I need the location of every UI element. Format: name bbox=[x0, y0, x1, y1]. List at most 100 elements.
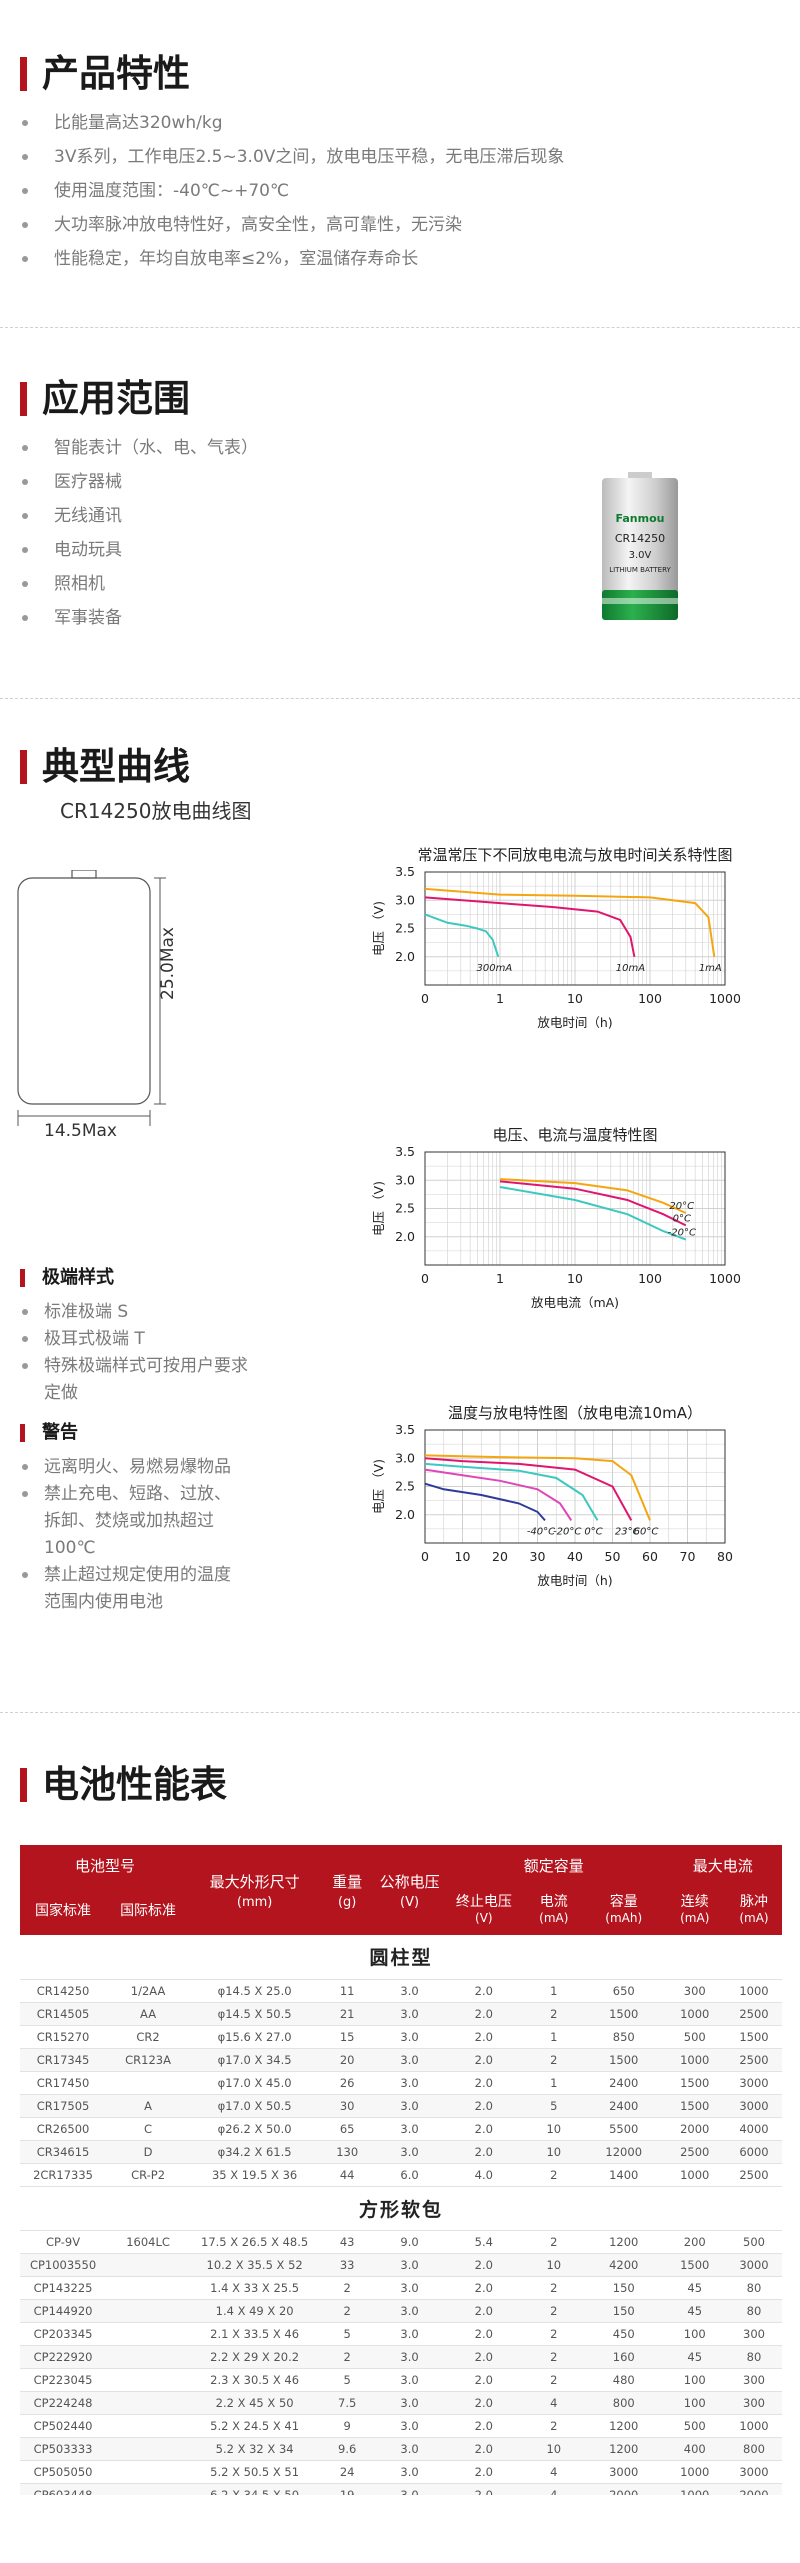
table-cell: 15 bbox=[319, 2025, 376, 2049]
table-cell: 1500 bbox=[583, 2048, 664, 2072]
x-tick-label: 70 bbox=[680, 1549, 696, 1564]
table-row: CP143225 1.4 X 33 X 25.5 2 3.0 2.0 2 150 45 80 bbox=[20, 2276, 782, 2300]
x-axis-label: 放电时间（h) bbox=[537, 1015, 612, 1030]
table-cell: 500 bbox=[725, 2230, 782, 2254]
th-capacity: 额定容量 bbox=[444, 1845, 664, 1885]
table-cell: 500 bbox=[663, 2414, 726, 2438]
series-label: -20°C bbox=[553, 1526, 581, 1537]
y-axis-label: 电压 （V) bbox=[371, 901, 386, 956]
table-cell: AA bbox=[106, 2002, 191, 2026]
table-cell: 2.0 bbox=[444, 2002, 524, 2026]
table-cell: 33 bbox=[319, 2253, 376, 2277]
table-cell: 44 bbox=[319, 2163, 376, 2187]
table-row: CR17450 φ17.0 X 45.0 26 3.0 2.0 1 2400 1500 3000 bbox=[20, 2071, 782, 2095]
table-cell: 100 bbox=[663, 2391, 726, 2415]
table-body: 圆柱型 CR14250 1/2AA φ14.5 X 25.0 11 3.0 2.0 1 650 3… bbox=[20, 1935, 782, 2495]
table-cell: 480 bbox=[583, 2368, 664, 2392]
table-cell: 100 bbox=[663, 2322, 726, 2346]
feature-item: 性能稳定，年均自放电率≤2%，室温储存寿命长 bbox=[22, 249, 564, 283]
series-label: 0°C bbox=[673, 1213, 691, 1224]
x-tick-label: 100 bbox=[638, 1271, 662, 1286]
table-cell: 2000 bbox=[725, 2483, 782, 2495]
table-cell: 3.0 bbox=[375, 2002, 445, 2026]
table-cell: 3000 bbox=[725, 2071, 782, 2095]
x-tick-label: 0 bbox=[421, 1271, 429, 1286]
applications-list: 智能表计（水、电、气表） 医疗器械 无线通讯 电动玩具 照相机 军事装备 bbox=[22, 438, 258, 642]
table-cell: φ17.0 X 45.0 bbox=[190, 2071, 320, 2095]
series-line-300mA bbox=[424, 913, 500, 958]
table-cell: CP505050 bbox=[20, 2460, 107, 2484]
table-cell: CP-9V bbox=[20, 2230, 107, 2254]
table-cell: 5.2 X 50.5 X 51 bbox=[190, 2460, 320, 2484]
table-cell: 4.0 bbox=[444, 2163, 524, 2187]
table-cell: 300 bbox=[725, 2368, 782, 2392]
feature-item: 大功率脉冲放电特性好，高安全性，高可靠性，无污染 bbox=[22, 215, 564, 249]
th-size: 最大外形尺寸 (mm) bbox=[190, 1845, 320, 1935]
x-axis-label: 放电电流（mA) bbox=[531, 1295, 619, 1310]
table-cell: 1500 bbox=[663, 2094, 726, 2118]
table-cell: 2 bbox=[523, 2048, 584, 2072]
table-cell: D bbox=[106, 2140, 191, 2164]
table-cell: 5.2 X 32 X 34 bbox=[190, 2437, 320, 2461]
table-cell: 6000 bbox=[725, 2140, 782, 2164]
y-tick-label: 3.5 bbox=[395, 1422, 415, 1437]
y-axis-label: 电压 （V) bbox=[371, 1181, 386, 1236]
th-model: 电池型号 bbox=[20, 1845, 191, 1885]
table-cell: 3.0 bbox=[375, 2071, 445, 2095]
table-cell: 2500 bbox=[725, 2163, 782, 2187]
feature-item: 3V系列，工作电压2.5~3.0V之间，放电电压平稳，无电压滞后现象 bbox=[22, 147, 564, 181]
chart-1: 常温常压下不同放电电流与放电时间关系特性图 0 1 10 100 1000 3.5 3.0 2.… bbox=[350, 845, 800, 1110]
table-cell: 5 bbox=[319, 2322, 376, 2346]
table-cell: 150 bbox=[583, 2276, 664, 2300]
table-row: 2CR17335 CR-P2 35 X 19.5 X 36 44 6.0 4.0 2 1400… bbox=[20, 2163, 782, 2187]
table-cell: 100 bbox=[663, 2368, 726, 2392]
table-cell: 2 bbox=[523, 2002, 584, 2026]
table-group-header: 圆柱型 bbox=[20, 1935, 782, 1980]
table-cell: 3.0 bbox=[375, 2048, 445, 2072]
table-cell: 2.0 bbox=[444, 2140, 524, 2164]
y-tick-label: 2.0 bbox=[395, 949, 415, 964]
table-cell: 2 bbox=[523, 2276, 584, 2300]
terminal-title: 极端样式 bbox=[20, 1267, 250, 1289]
table-cell: CR17345 bbox=[20, 2048, 107, 2072]
table-cell: 10.2 X 35.5 X 52 bbox=[190, 2253, 320, 2277]
table-cell: 10 bbox=[523, 2437, 584, 2461]
table-cell: 12000 bbox=[583, 2140, 664, 2164]
table-cell: 2.0 bbox=[444, 2391, 524, 2415]
table-cell: CP1003550 bbox=[20, 2253, 107, 2277]
table-title: 电池性能表 bbox=[20, 1763, 227, 1807]
table-cell: 200 bbox=[663, 2230, 726, 2254]
y-tick-label: 2.0 bbox=[395, 1229, 415, 1244]
th-pulse: 脉冲 (mA) bbox=[725, 1885, 782, 1935]
y-tick-label: 3.0 bbox=[395, 1172, 415, 1187]
dim-height: 25.0Max bbox=[158, 927, 178, 1000]
battery-model: CR14250 bbox=[615, 532, 665, 545]
table-cell: 4 bbox=[523, 2460, 584, 2484]
table-cell: 3.0 bbox=[375, 2117, 445, 2141]
th-max-current: 最大电流 bbox=[663, 1845, 782, 1885]
table-cell: 2400 bbox=[583, 2094, 664, 2118]
table-cell: 3.0 bbox=[375, 2437, 445, 2461]
table-cell: 500 bbox=[663, 2025, 726, 2049]
table-cell: 10 bbox=[523, 2140, 584, 2164]
table-cell: 2 bbox=[319, 2276, 376, 2300]
x-tick-label: 80 bbox=[717, 1549, 733, 1564]
table-cell: 3.0 bbox=[375, 2368, 445, 2392]
table-cell: CP223045 bbox=[20, 2368, 107, 2392]
application-item: 电动玩具 bbox=[22, 540, 258, 574]
table-cell: 3.0 bbox=[375, 2483, 445, 2495]
application-item: 军事装备 bbox=[22, 608, 258, 642]
table-row: CP603448 6.2 X 34.5 X 50 19 3.0 2.0 4 2000 1000… bbox=[20, 2483, 782, 2495]
table-cell: 9.0 bbox=[375, 2230, 445, 2254]
table-cell: 1400 bbox=[583, 2163, 664, 2187]
table-cell: 17.5 X 26.5 X 48.5 bbox=[190, 2230, 320, 2254]
x-tick-label: 1 bbox=[496, 1271, 504, 1286]
table-cell: 2.1 X 33.5 X 46 bbox=[190, 2322, 320, 2346]
table-cell: 2 bbox=[523, 2345, 584, 2369]
y-tick-label: 3.0 bbox=[395, 892, 415, 907]
table-cell: 1 bbox=[523, 1979, 584, 2003]
th-cont: 连续 (mA) bbox=[663, 1885, 726, 1935]
table-cell: 4000 bbox=[725, 2117, 782, 2141]
table-cell: 800 bbox=[583, 2391, 664, 2415]
y-tick-label: 2.5 bbox=[395, 1201, 415, 1216]
